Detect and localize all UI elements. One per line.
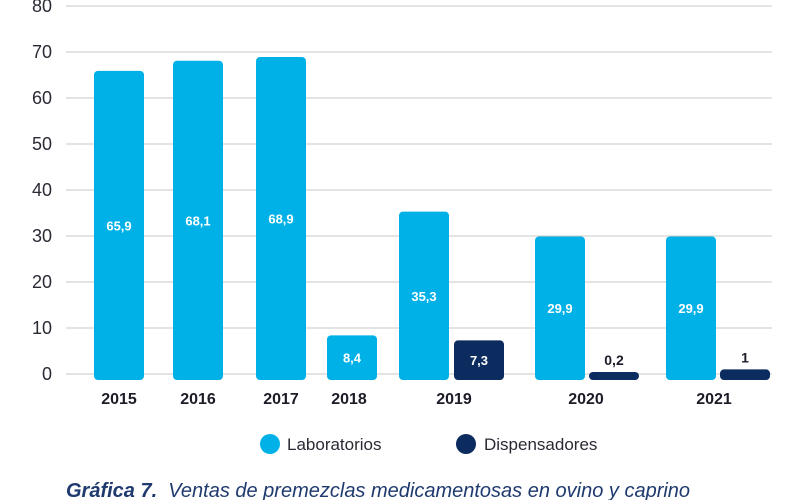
chart-caption: Gráfica 7. Ventas de premezclas medicame…	[66, 480, 786, 500]
x-tick-label: 2015	[101, 391, 137, 408]
bar-laboratorios	[94, 70, 144, 381]
x-tick-label: 2016	[180, 391, 216, 408]
caption-text: Ventas de premezclas medicamentosas en o…	[168, 480, 691, 500]
y-tick-label: 50	[32, 134, 52, 154]
x-tick-label: 2017	[263, 391, 299, 408]
data-label-laboratorios: 29,9	[547, 301, 572, 316]
data-label-laboratorios: 68,1	[185, 213, 210, 228]
bar-laboratorios	[666, 236, 716, 380]
caption-label: Gráfica 7.	[66, 480, 158, 500]
x-tick-label: 2021	[696, 391, 732, 408]
data-label-laboratorios: 8,4	[343, 351, 362, 366]
y-tick-label: 30	[32, 226, 52, 246]
y-tick-label: 80	[32, 0, 52, 16]
data-label-dispensadores: 1	[741, 349, 749, 365]
data-label-laboratorios: 35,3	[411, 289, 436, 304]
data-label-dispensadores: 7,3	[470, 353, 488, 368]
y-tick-label: 0	[42, 364, 52, 384]
y-tick-label: 40	[32, 180, 52, 200]
y-tick-label: 60	[32, 88, 52, 108]
data-label-laboratorios: 65,9	[106, 218, 131, 233]
x-tick-label: 2020	[568, 391, 604, 408]
bar-laboratorios	[256, 57, 306, 381]
legend-marker	[456, 434, 476, 454]
data-label-laboratorios: 29,9	[678, 301, 703, 316]
bar-laboratorios	[327, 335, 377, 380]
bar-dispensadores	[454, 340, 504, 380]
legend-item-laboratorios: Laboratorios	[287, 435, 382, 454]
x-tick-label: 2018	[331, 391, 367, 408]
x-tick-label: 2019	[436, 391, 472, 408]
legend-marker	[260, 434, 280, 454]
legend-item-dispensadores: Dispensadores	[484, 435, 597, 454]
bar-laboratorios	[535, 236, 585, 380]
data-label-dispensadores: 0,2	[604, 352, 624, 368]
bar-laboratorios	[173, 60, 223, 381]
y-tick-label: 10	[32, 318, 52, 338]
bar-dispensadores	[720, 369, 770, 380]
y-tick-label: 20	[32, 272, 52, 292]
y-tick-label: 70	[32, 42, 52, 62]
bar-laboratorios	[399, 211, 449, 380]
bar-dispensadores	[589, 372, 639, 380]
data-label-laboratorios: 68,9	[268, 212, 293, 227]
